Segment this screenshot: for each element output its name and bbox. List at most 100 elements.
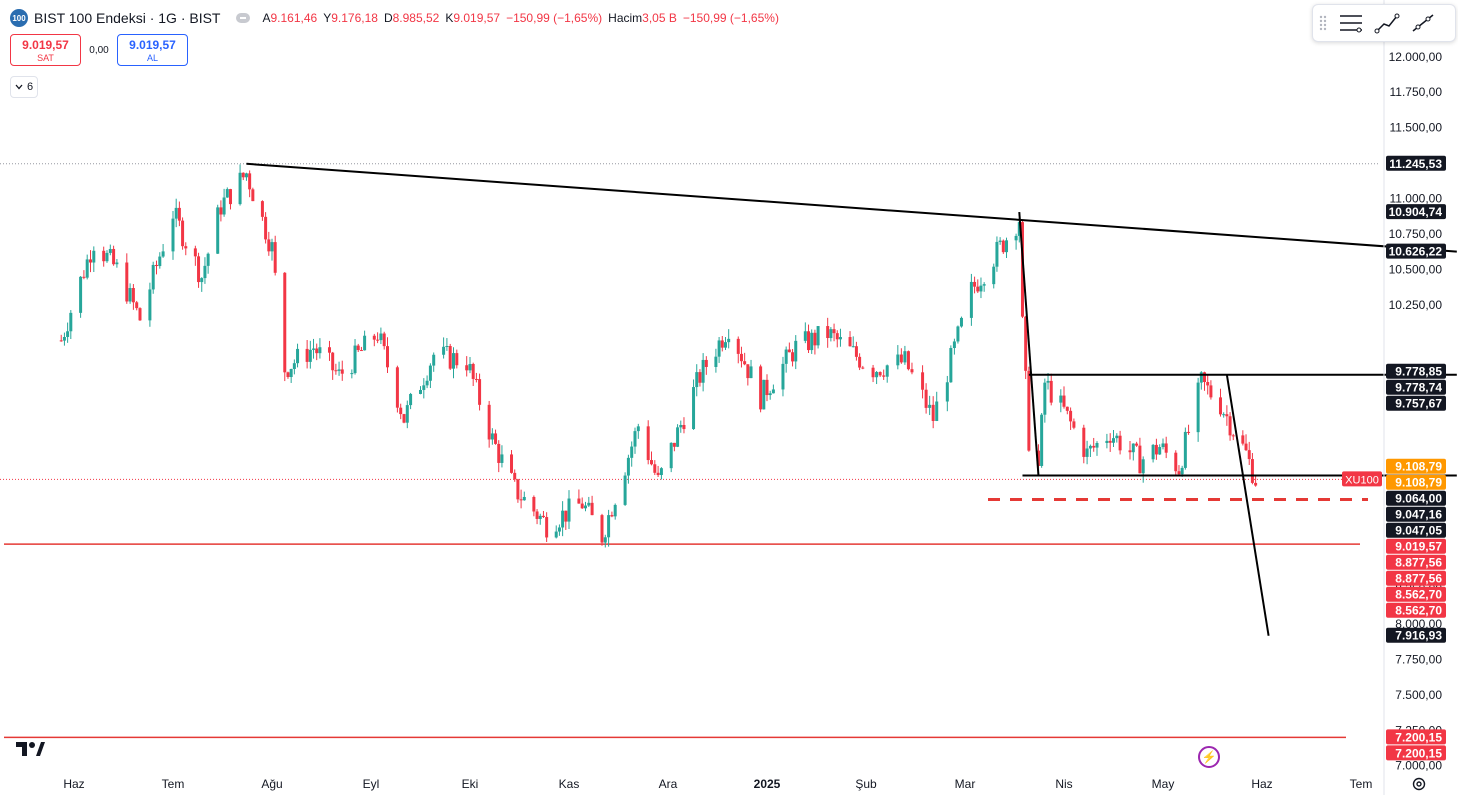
candle-body	[312, 348, 316, 350]
tradingview-logo-icon[interactable]	[14, 740, 46, 763]
candle-body	[545, 517, 549, 538]
candle-body	[899, 354, 903, 363]
price-label-bg	[1386, 627, 1446, 643]
candle-body	[510, 454, 514, 473]
lightning-icon[interactable]: ⚡	[1198, 746, 1220, 768]
x-tick-label: Ara	[659, 777, 678, 791]
candle-body	[1244, 443, 1248, 451]
x-tick-label: Ağu	[261, 777, 282, 791]
candle-body	[177, 207, 181, 221]
candle-body	[910, 369, 914, 373]
candle-body	[749, 366, 753, 379]
y-tick-label: 11.500,00	[1390, 121, 1443, 135]
candle-body	[452, 353, 455, 369]
price-label-text: 7.200,15	[1395, 730, 1442, 744]
price-label-bg	[1386, 745, 1446, 761]
candle-body	[906, 351, 910, 370]
settings-gear-icon[interactable]	[1409, 774, 1429, 794]
candle-body	[607, 515, 611, 538]
candle-body	[656, 472, 660, 476]
candle-body	[1174, 452, 1178, 472]
hide-legend-icon[interactable]	[236, 13, 251, 23]
x-tick-label: Eki	[462, 777, 479, 791]
price-label: 9.047,05	[1386, 522, 1446, 538]
candle-body	[577, 498, 581, 504]
price-label-text: 8.877,56	[1395, 556, 1442, 570]
candle-body	[1128, 450, 1132, 453]
candle-body	[216, 207, 220, 254]
symbol-title[interactable]: BIST 100 Endeksi · 1G · BIST	[34, 10, 221, 26]
candle-body	[197, 256, 201, 283]
candle-body	[851, 346, 855, 348]
candle-body	[610, 515, 614, 517]
price-label-text: 8.562,70	[1395, 604, 1442, 618]
buy-button[interactable]: 9.019,57 AL	[117, 34, 188, 66]
price-label-text: 8.562,70	[1395, 588, 1442, 602]
candle-body	[698, 372, 702, 383]
candle-body	[982, 284, 986, 286]
candle-body	[138, 308, 142, 321]
candle-body	[807, 331, 811, 351]
price-label-bg	[1386, 395, 1446, 411]
candle-body	[405, 405, 409, 423]
candle-body	[516, 479, 520, 500]
price-label-bg	[1386, 522, 1446, 538]
candle-body	[541, 515, 545, 518]
indicators-toggle-button[interactable]: 6	[10, 76, 38, 98]
candle-body	[784, 349, 788, 364]
candle-body	[1151, 444, 1155, 460]
candle-body	[676, 427, 680, 447]
candle-body	[135, 302, 139, 309]
open-value: 9.161,46	[270, 11, 318, 25]
candle-body	[92, 250, 96, 263]
x-tick-label: Haz	[1251, 777, 1272, 791]
candle-body	[557, 527, 561, 532]
candle-body	[723, 342, 727, 348]
horizontal-lines-tool-icon[interactable]	[1333, 8, 1369, 38]
price-label-bg	[1386, 586, 1446, 602]
candle-body	[66, 331, 70, 337]
candle-body	[455, 353, 459, 366]
candle-body	[331, 352, 335, 371]
candle-body	[854, 346, 858, 357]
candle-body	[468, 363, 472, 371]
y-tick-label: 7.000,00	[1395, 759, 1442, 773]
high-label: Y	[323, 11, 332, 25]
candle-body	[128, 288, 132, 302]
volume-label: Hacim	[608, 11, 643, 25]
candle-body	[1069, 410, 1073, 422]
candle-body	[945, 382, 949, 402]
candle-body	[1024, 316, 1028, 371]
candle-body	[1027, 370, 1031, 451]
candle-body	[928, 404, 932, 408]
x-tick-label: Kas	[559, 777, 580, 791]
candle-body	[222, 197, 226, 215]
candle-body	[832, 329, 836, 334]
trend-line-tool-icon[interactable]	[1369, 8, 1405, 38]
candle-body	[1196, 382, 1200, 433]
candle-body	[871, 367, 875, 378]
candle-body	[646, 426, 650, 461]
candle-body	[816, 326, 820, 346]
candle-body	[768, 393, 772, 396]
candle-body	[720, 340, 724, 348]
candle-body	[289, 369, 293, 378]
candle-body	[1059, 395, 1063, 403]
price-label: 10.904,74	[1386, 204, 1446, 220]
candle-body	[241, 172, 245, 178]
ray-tool-icon[interactable]	[1405, 8, 1441, 38]
candle-body	[419, 389, 422, 394]
price-label-text: 9.778,85	[1395, 365, 1442, 379]
drag-handle-icon[interactable]	[1313, 8, 1333, 38]
candle-body	[762, 379, 766, 410]
candle-body	[318, 347, 322, 354]
candle-body	[112, 248, 116, 265]
candle-body	[478, 379, 482, 405]
candle-body	[921, 372, 925, 390]
candle-body	[432, 354, 436, 366]
candle-body	[956, 326, 960, 342]
candle-body	[62, 336, 66, 341]
sell-button[interactable]: 9.019,57 SAT	[10, 34, 81, 66]
